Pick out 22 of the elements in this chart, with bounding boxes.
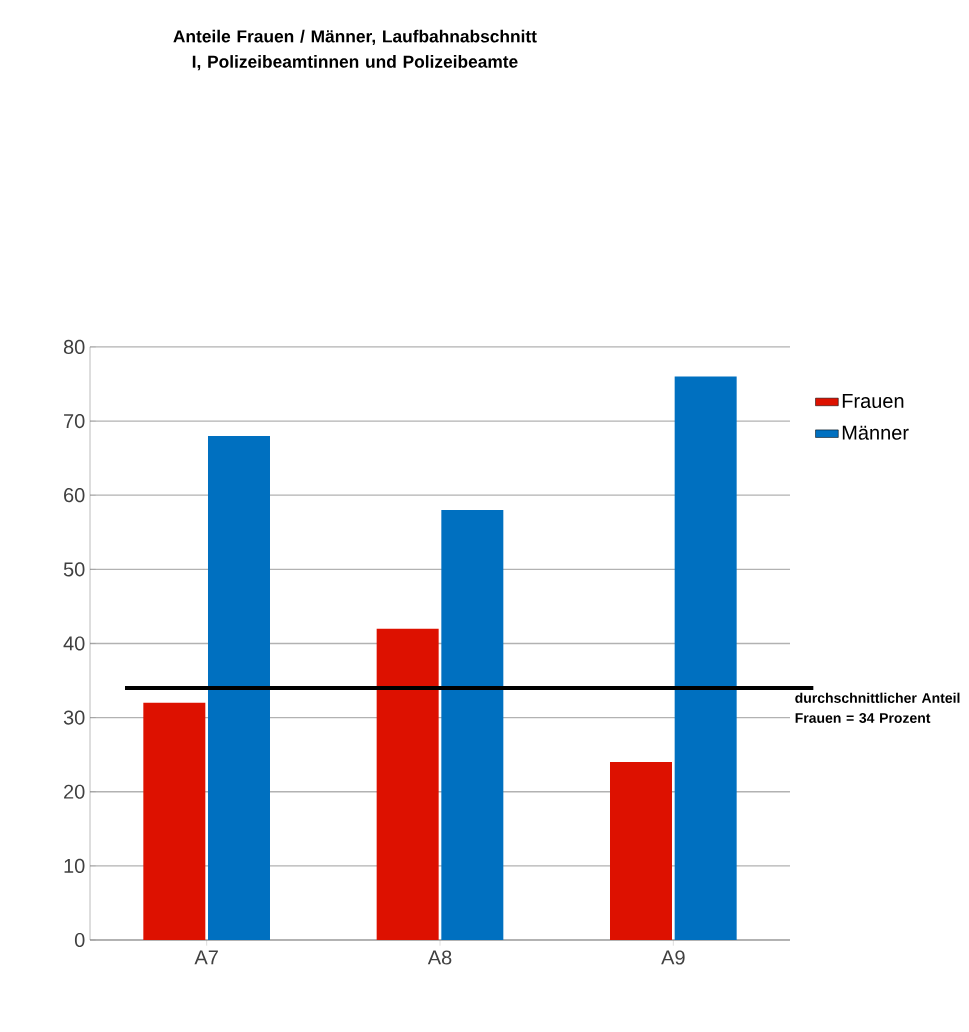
- y-tick-label: 10: [64, 858, 85, 873]
- legend-label: Männer: [842, 425, 909, 440]
- chart-title: Anteile Frauen / Männer, Laufbahnabschnitt I, Polizeibeamtinnen und Polizeibeamte: [173, 29, 537, 71]
- y-tick-label: 40: [63, 636, 85, 651]
- bar: [143, 702, 206, 940]
- legend-label: Frauen: [842, 394, 904, 408]
- x-tick-label: A8: [427, 950, 452, 965]
- y-tick-label: 30: [63, 710, 85, 725]
- y-tick-label: 50: [63, 562, 85, 577]
- y-tick-label: 60: [64, 488, 85, 503]
- y-tick-label: 70: [64, 413, 85, 429]
- x-tick-label: A7: [194, 950, 218, 965]
- bar: [609, 762, 672, 940]
- y-tick-label: 20: [63, 784, 85, 799]
- bar: [376, 628, 439, 940]
- y-tick-label: 0: [74, 932, 85, 948]
- x-tick-label: A9: [661, 950, 685, 965]
- y-tick-label: 80: [63, 339, 85, 354]
- ref-line-label: durchschnittlicher Anteil Frauen = 34 Prozent: [795, 692, 960, 723]
- bar: [441, 510, 504, 940]
- bar: [674, 376, 737, 940]
- bar: [207, 435, 270, 940]
